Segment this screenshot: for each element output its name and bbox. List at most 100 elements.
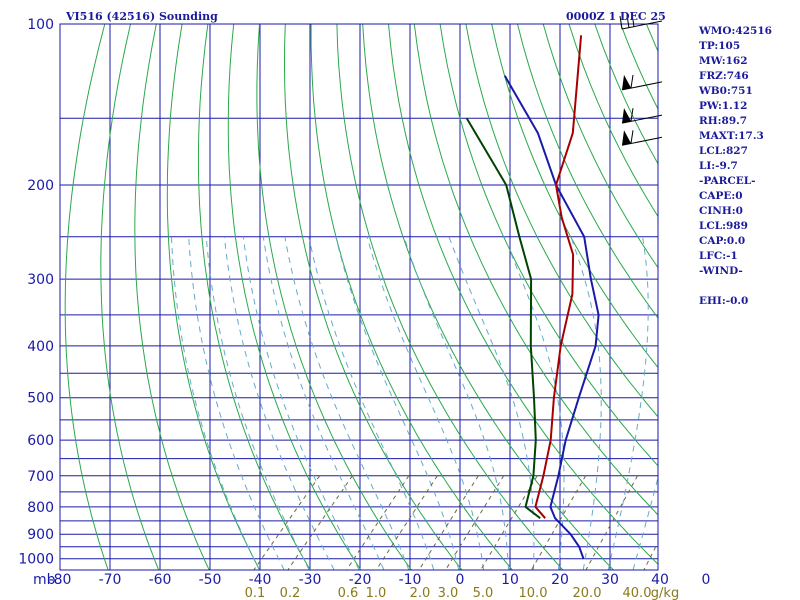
- stat-line: TP:105: [699, 40, 741, 52]
- x-tick-label: -30: [299, 572, 322, 588]
- stat-line: MAXT:17.3: [699, 130, 764, 142]
- profile-line-2: [534, 35, 583, 519]
- y-tick-label: 900: [27, 527, 54, 543]
- y-tick-label: 300: [27, 272, 54, 288]
- dry-adiabat: [134, 24, 210, 570]
- mixing-ratio-label: 0.2: [280, 586, 301, 600]
- stat-line: RH:89.7: [699, 115, 748, 127]
- dry-adiabat: [256, 24, 412, 570]
- profile-line-1: [503, 75, 600, 560]
- stat-line: CAPE:0: [699, 190, 743, 202]
- dry-adiabat: [227, 24, 362, 570]
- y-tick-label: 100: [27, 17, 54, 33]
- moist-adiabat: [188, 236, 285, 570]
- x-tick-label: -50: [199, 572, 222, 588]
- moist-adiabat: [242, 236, 360, 570]
- x-tick-label: 40: [651, 572, 669, 588]
- x-tick-label: -10: [399, 572, 422, 588]
- x-tick-label: 10: [501, 572, 519, 588]
- stats-panel: WMO:42516 TP:105 MW:162 FRZ:746 WB0:751 PW:1.…: [699, 24, 772, 309]
- stat-line: EHI:-0.0: [699, 295, 749, 307]
- dry-adiabat: [310, 24, 513, 570]
- wind-barb: [621, 74, 663, 91]
- mixing-ratio-line: [253, 475, 321, 570]
- dry-adiabat: [362, 24, 614, 570]
- mixing-ratio-label: 40.0: [623, 586, 652, 600]
- dry-adiabat: [388, 24, 658, 565]
- mixing-ratio-label: 0.1: [245, 586, 266, 600]
- stat-line: LCL:827: [699, 145, 748, 157]
- mixing-ratio-line: [585, 475, 638, 570]
- stat-line: -PARCEL-: [699, 175, 756, 187]
- stat-line: -WIND-: [699, 265, 743, 277]
- y-tick-label: 500: [27, 391, 54, 407]
- wind-barb: [619, 14, 663, 30]
- wind-barb: [621, 108, 663, 124]
- dry-adiabat: [465, 24, 658, 418]
- moist-adiabat: [448, 236, 535, 570]
- mixing-ratio-label: g/kg: [651, 586, 679, 600]
- moist-adiabat: [223, 236, 335, 570]
- x-tick-label: 0: [456, 572, 465, 588]
- stat-line: WMO:42516: [699, 25, 772, 37]
- stat-line: PW:1.12: [699, 100, 748, 112]
- mixing-ratio-line: [346, 475, 410, 570]
- stat-line: CAP:0.0: [699, 235, 746, 247]
- mixing-ratio-label: 1.0: [366, 586, 387, 600]
- x-tick-label: 20: [551, 572, 569, 588]
- y-tick-label: 600: [27, 433, 54, 449]
- moist-adiabat: [607, 236, 649, 570]
- mixing-ratio-line: [287, 475, 353, 570]
- dry-adiabat: [166, 24, 261, 570]
- moist-adiabat: [284, 236, 410, 570]
- mixing-ratio-line: [480, 475, 538, 570]
- stat-line: CINH:0: [699, 205, 743, 217]
- stat-line: [699, 279, 772, 294]
- stat-line: LI:-9.7: [699, 160, 738, 172]
- mixing-ratio-label: 3.0: [438, 586, 459, 600]
- moist-adiabat: [366, 236, 485, 570]
- dry-adiabat: [517, 24, 658, 319]
- moist-adiabat: [503, 236, 565, 570]
- x-tick-label: -40: [249, 572, 272, 588]
- moist-adiabat: [335, 236, 460, 570]
- moist-adiabat: [403, 236, 509, 570]
- wind-barb: [621, 130, 663, 146]
- mixing-ratio-label: 10.0: [519, 586, 548, 600]
- moist-adiabat: [205, 236, 310, 570]
- x-tick-label: -80: [49, 572, 72, 588]
- plot-border: [59, 23, 659, 571]
- moist-adiabat: [632, 475, 658, 570]
- mixing-ratio-label: 20.0: [573, 586, 602, 600]
- y-tick-label: 200: [27, 178, 54, 194]
- y-tick-label: 800: [27, 500, 54, 516]
- mixing-ratio-line: [531, 475, 587, 570]
- y-axis-unit: mb: [33, 572, 56, 588]
- dry-adiabat: [542, 24, 658, 269]
- dry-adiabat: [197, 24, 311, 570]
- x-tick-label: 30: [601, 572, 619, 588]
- stat-line: LFC:-1: [699, 250, 738, 262]
- dry-adiabat: [491, 24, 658, 369]
- moist-adiabat: [171, 236, 260, 570]
- moist-adiabat: [262, 236, 385, 570]
- mixing-ratio-label: 5.0: [473, 586, 494, 600]
- x-tick-label: -20: [349, 572, 372, 588]
- dry-adiabat: [64, 24, 109, 570]
- dry-adiabat: [775, 24, 800, 570]
- dry-adiabat: [100, 24, 160, 570]
- stat-line: FRZ:746: [699, 70, 749, 82]
- moist-adiabat: [308, 236, 435, 570]
- mixing-ratio-label: 2.0: [410, 586, 431, 600]
- mixing-ratio-line: [643, 541, 658, 570]
- mixing-ratio-label: 0.6: [338, 586, 359, 600]
- y-tick-label: 400: [27, 339, 54, 355]
- x-tick-label: -70: [99, 572, 122, 588]
- x-tick-label: 0: [702, 572, 711, 588]
- y-tick-label: 700: [27, 469, 54, 485]
- y-tick-label: 1000: [18, 552, 54, 568]
- mixing-ratio-line: [375, 475, 438, 570]
- chart-datetime: 0000Z 1 DEC 25: [566, 10, 666, 23]
- plot-area: [60, 24, 800, 570]
